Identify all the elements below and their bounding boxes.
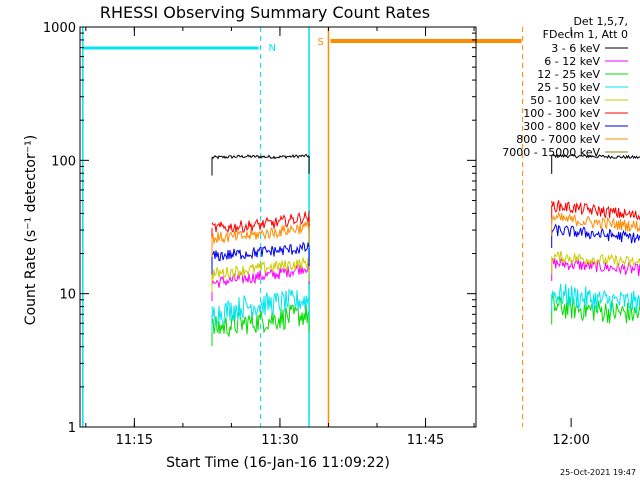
- legend-label: 7000 - 15000 keV: [502, 146, 600, 159]
- series-line: [551, 223, 640, 244]
- legend-label: 50 - 100 keV: [530, 94, 600, 107]
- series-line: [211, 260, 310, 288]
- series-line: [551, 251, 640, 268]
- plot-frame: [79, 26, 477, 428]
- flag-label: S: [317, 37, 323, 48]
- series-line: [211, 256, 310, 280]
- y-tick-label: 10: [59, 288, 76, 303]
- y-tick-label: 100: [51, 154, 76, 169]
- series-line: [551, 153, 640, 160]
- series-line: [551, 257, 640, 276]
- legend-header-1: Det 1,5,7,: [573, 15, 628, 28]
- series-line: [551, 283, 640, 315]
- chart-title: RHESSI Observing Summary Count Rates: [100, 3, 430, 22]
- series-line: [211, 289, 310, 326]
- axes-layer: 110100100011:1511:3011:4512:0012:1512:30…: [43, 21, 590, 448]
- series-line: [211, 304, 310, 337]
- x-tick-label: 11:15: [116, 433, 153, 448]
- series-line: [211, 153, 310, 160]
- x-tick-label: 12:00: [552, 433, 589, 448]
- series-line: [551, 295, 640, 324]
- footer-date: 25-Oct-2021 19:47: [560, 468, 636, 477]
- series-line: [211, 221, 310, 245]
- series-line: [211, 210, 310, 234]
- legend-label: 300 - 800 keV: [523, 120, 600, 133]
- x-tick-label: 11:30: [261, 433, 298, 448]
- flag-label: N: [269, 43, 276, 54]
- y-tick-label: 1000: [43, 21, 76, 36]
- legend-label: 800 - 7000 keV: [516, 133, 600, 146]
- legend-header-2: FDecim 1, Att 0: [543, 28, 628, 41]
- data-layer: NS: [82, 27, 640, 427]
- y-axis-label: Count Rate (s⁻¹ detector⁻¹): [23, 135, 39, 325]
- text-layer: RHESSI Observing Summary Count Rates Sta…: [23, 3, 636, 477]
- legend-label: 3 - 6 keV: [551, 42, 600, 55]
- legend-label: 100 - 300 keV: [523, 107, 600, 120]
- y-tick-label: 1: [68, 421, 76, 436]
- x-axis-label: Start Time (16-Jan-16 11:09:22): [166, 455, 390, 471]
- series-line: [551, 211, 640, 232]
- x-tick-label: 11:45: [407, 433, 444, 448]
- series-line: [211, 241, 310, 262]
- legend-label: 12 - 25 keV: [537, 68, 600, 81]
- series-line: [551, 200, 640, 221]
- legend-label: 6 - 12 keV: [544, 55, 600, 68]
- legend-label: 25 - 50 keV: [537, 81, 600, 94]
